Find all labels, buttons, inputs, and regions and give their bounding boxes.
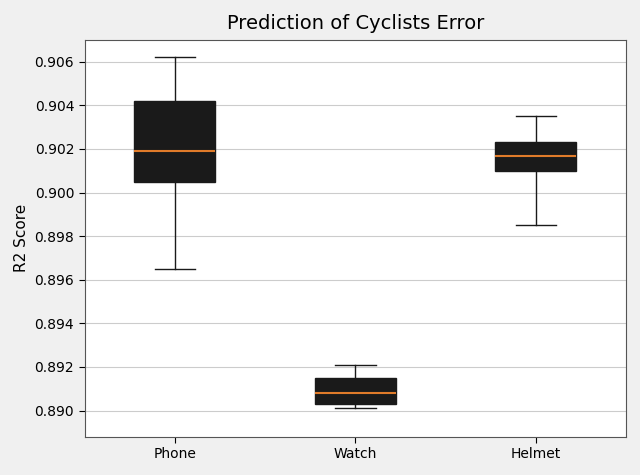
PathPatch shape <box>495 142 577 171</box>
PathPatch shape <box>134 101 216 181</box>
Y-axis label: R2 Score: R2 Score <box>14 204 29 273</box>
Title: Prediction of Cyclists Error: Prediction of Cyclists Error <box>227 14 484 33</box>
PathPatch shape <box>315 378 396 404</box>
